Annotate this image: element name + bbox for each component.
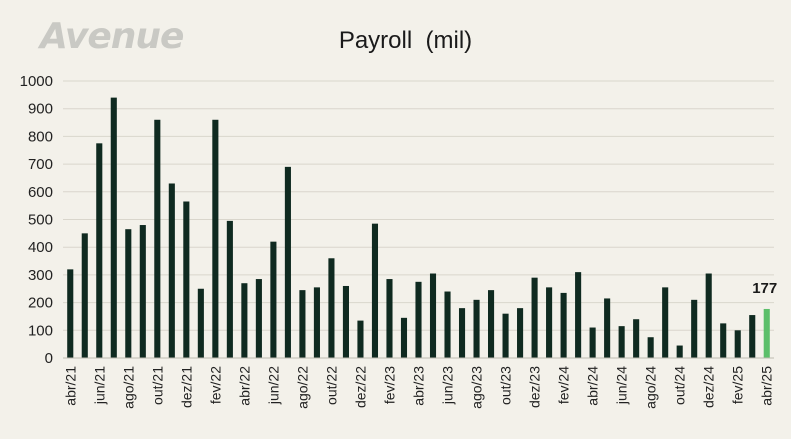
bar bbox=[328, 258, 335, 358]
bar bbox=[386, 279, 393, 358]
y-tick-label: 700 bbox=[28, 156, 53, 173]
bar bbox=[110, 97, 117, 359]
bar bbox=[749, 315, 756, 358]
avenue-logo: Avenue bbox=[40, 16, 184, 57]
x-tick-label: out/22 bbox=[323, 366, 339, 405]
x-tick-label: abr/25 bbox=[759, 366, 775, 406]
x-tick-label: abr/24 bbox=[585, 366, 601, 406]
x-tick-label: dez/24 bbox=[701, 366, 717, 408]
bar bbox=[444, 291, 451, 358]
x-tick-label: abr/22 bbox=[236, 366, 252, 406]
y-tick-label: 600 bbox=[28, 184, 53, 201]
x-tick-label: dez/23 bbox=[527, 366, 543, 408]
data-label: 177 bbox=[752, 280, 777, 297]
x-tick-label: fev/22 bbox=[207, 366, 223, 404]
x-tick-label: jun/23 bbox=[440, 366, 456, 405]
bar bbox=[96, 143, 103, 358]
bar bbox=[168, 183, 175, 358]
y-tick-label: 500 bbox=[28, 212, 53, 229]
bar bbox=[502, 313, 509, 358]
bar bbox=[415, 281, 422, 358]
y-tick-label: 300 bbox=[28, 267, 53, 284]
x-tick-label: jun/21 bbox=[91, 366, 107, 405]
bar bbox=[342, 285, 349, 358]
x-tick-label: abr/21 bbox=[62, 366, 78, 406]
y-tick-label: 400 bbox=[28, 239, 53, 256]
x-tick-label: ago/22 bbox=[294, 366, 310, 409]
y-tick-label: 200 bbox=[28, 295, 53, 312]
bar bbox=[662, 287, 669, 358]
bar bbox=[676, 345, 683, 358]
bar bbox=[197, 288, 204, 358]
bar bbox=[67, 269, 74, 358]
bar bbox=[458, 308, 466, 358]
x-tick-label: jun/24 bbox=[614, 366, 630, 405]
x-tick-label: ago/23 bbox=[469, 366, 485, 409]
y-tick-label: 900 bbox=[28, 101, 53, 118]
bar bbox=[531, 277, 538, 358]
x-tick-label: ago/24 bbox=[643, 366, 659, 409]
y-tick-label: 100 bbox=[28, 322, 53, 339]
bar bbox=[647, 337, 654, 358]
bar bbox=[125, 229, 132, 358]
bar bbox=[81, 233, 88, 358]
bar bbox=[517, 308, 524, 358]
bar bbox=[284, 166, 291, 358]
bar bbox=[589, 327, 596, 358]
bar bbox=[734, 330, 741, 358]
x-tick-label: fev/23 bbox=[381, 366, 397, 404]
bar bbox=[575, 272, 582, 358]
x-tick-label: out/21 bbox=[149, 366, 165, 405]
bar bbox=[226, 220, 233, 358]
x-tick-label: fev/24 bbox=[556, 366, 572, 404]
x-tick-label: out/23 bbox=[498, 366, 514, 405]
bar bbox=[429, 273, 437, 358]
bar bbox=[313, 287, 320, 358]
bar bbox=[604, 298, 611, 358]
bar bbox=[400, 317, 408, 358]
bar bbox=[154, 119, 161, 358]
bar bbox=[618, 326, 625, 358]
y-tick-label: 0 bbox=[45, 350, 53, 367]
x-tick-label: ago/21 bbox=[120, 366, 136, 409]
x-tick-label: fev/25 bbox=[730, 366, 746, 404]
bar bbox=[270, 241, 277, 358]
x-tick-label: abr/23 bbox=[411, 366, 427, 406]
bar bbox=[705, 273, 712, 358]
bar bbox=[720, 323, 727, 358]
x-tick-label: jun/22 bbox=[265, 366, 281, 405]
bar bbox=[691, 299, 698, 358]
bar bbox=[371, 223, 379, 358]
bar bbox=[357, 320, 364, 358]
x-tick-label: out/24 bbox=[672, 366, 688, 405]
bar bbox=[560, 292, 567, 358]
bar bbox=[763, 308, 770, 358]
bar bbox=[212, 119, 219, 358]
bar bbox=[183, 201, 190, 358]
bar bbox=[546, 287, 553, 358]
bar bbox=[299, 290, 306, 358]
chart-title: Payroll (mil) bbox=[338, 27, 473, 54]
bar bbox=[633, 319, 640, 358]
y-tick-label: 800 bbox=[28, 128, 53, 145]
bar bbox=[473, 299, 480, 358]
x-tick-label: dez/22 bbox=[352, 366, 368, 408]
y-tick-label: 1000 bbox=[20, 73, 53, 90]
x-tick-label: dez/21 bbox=[178, 366, 194, 408]
bar bbox=[255, 279, 262, 358]
bar bbox=[241, 283, 248, 358]
bar bbox=[488, 290, 495, 358]
bar bbox=[139, 225, 146, 358]
